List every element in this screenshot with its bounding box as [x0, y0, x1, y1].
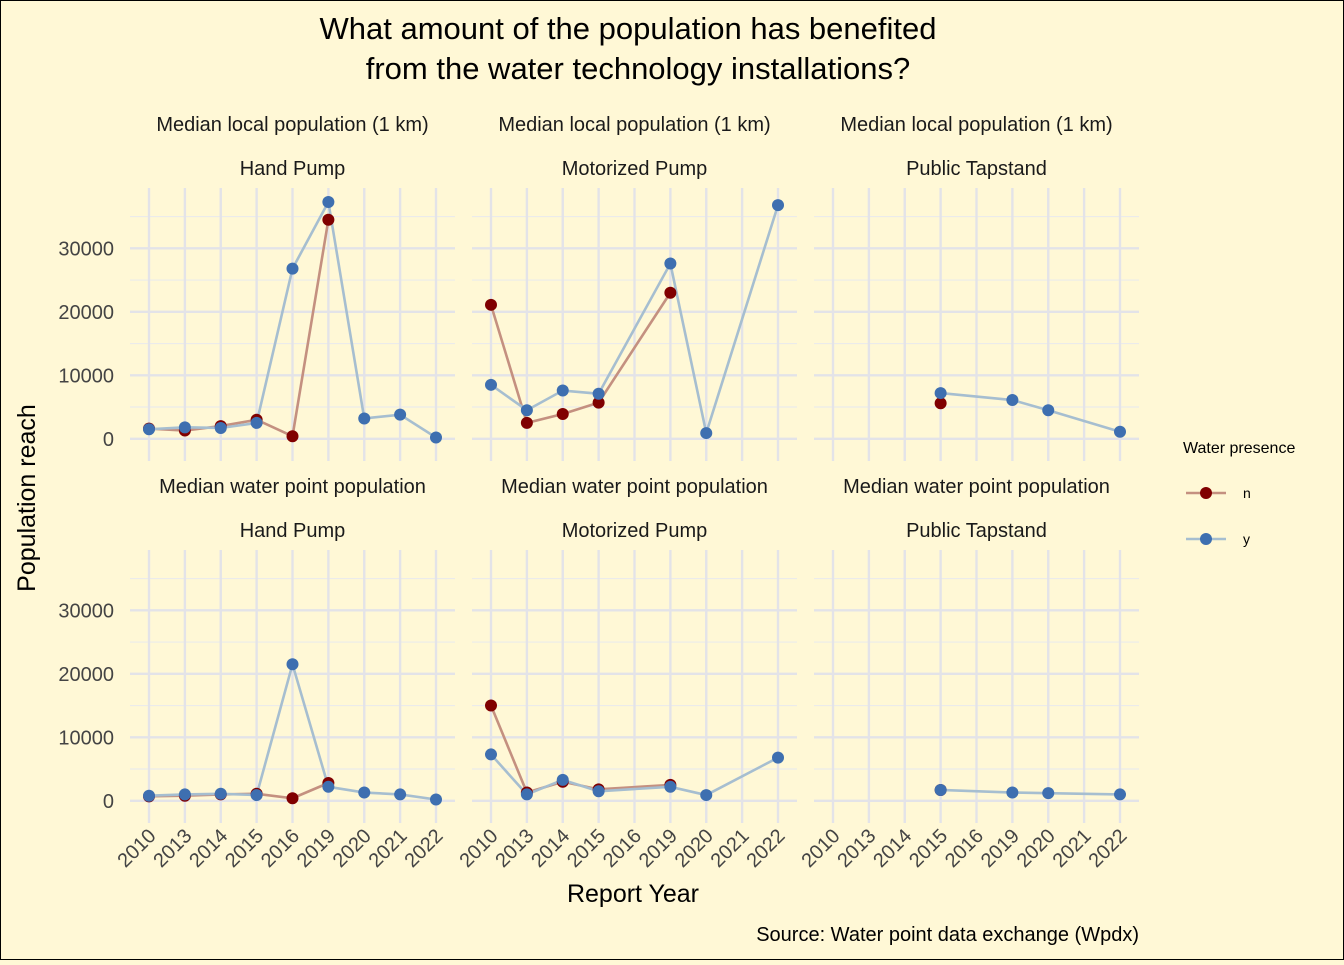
data-point-y — [250, 416, 263, 429]
data-point-y — [934, 783, 947, 796]
data-point-n — [556, 408, 569, 421]
facet-strip-row-label: Median water point population — [501, 476, 768, 498]
data-point-y — [1042, 404, 1055, 417]
legend-item-y: y — [1186, 531, 1250, 547]
data-point-y — [178, 421, 191, 434]
facet-strip-col-label: Motorized Pump — [562, 158, 708, 180]
facet-strip-row-label: Median water point population — [843, 476, 1110, 498]
series-line-y — [940, 391, 1121, 434]
y-tick-label: 10000 — [58, 727, 114, 749]
data-point-y — [430, 431, 442, 444]
facet-panels: Median local population (1 km) Hand Pump 0… — [58, 114, 1139, 872]
y-tick-label: 0 — [103, 791, 114, 813]
legend-key-point — [1200, 533, 1212, 545]
facet-strip-row-label: Median water point population — [159, 476, 426, 498]
chart-title-line-2: from the water technology installations? — [366, 51, 911, 86]
data-point-y — [1114, 425, 1126, 438]
data-point-y — [358, 786, 371, 799]
facet-strip-row-label: Median local population (1 km) — [156, 114, 428, 136]
data-point-y — [934, 387, 947, 400]
data-point-y — [664, 257, 677, 270]
data-point-n — [286, 792, 299, 805]
facet-panel-r0-c2: Median local population (1 km) Public Tap… — [814, 114, 1139, 461]
y-tick-label: 30000 — [58, 238, 114, 260]
facet-strip-col-label: Hand Pump — [240, 158, 346, 180]
data-point-y — [394, 788, 407, 801]
facet-strip-row-label: Median local population (1 km) — [840, 114, 1112, 136]
facet-strip-col-label: Motorized Pump — [562, 520, 708, 542]
data-point-y — [286, 262, 299, 275]
data-point-y — [250, 789, 263, 802]
data-point-y — [485, 748, 497, 761]
data-point-y — [556, 773, 569, 786]
data-point-y — [286, 658, 299, 671]
legend: Water presence ny — [1183, 440, 1295, 547]
data-point-y — [214, 787, 227, 800]
data-point-y — [1114, 788, 1126, 801]
legend-label: n — [1243, 485, 1251, 501]
data-point-y — [556, 384, 569, 397]
data-point-y — [520, 404, 533, 417]
data-point-y — [322, 195, 335, 208]
data-point-n — [485, 699, 497, 712]
data-point-y — [700, 789, 713, 802]
facet-strip-col-label: Public Tapstand — [906, 158, 1047, 180]
data-point-y — [1042, 787, 1055, 800]
data-point-y — [700, 427, 713, 440]
legend-label: y — [1243, 531, 1250, 547]
data-point-n — [664, 286, 677, 299]
chart-title-line-1: What amount of the population has benefi… — [320, 11, 937, 46]
data-point-y — [178, 788, 191, 801]
data-point-y — [1006, 786, 1019, 799]
data-point-y — [485, 378, 497, 391]
legend-title: Water presence — [1183, 440, 1295, 457]
data-point-n — [485, 298, 497, 311]
legend-items: ny — [1186, 485, 1251, 547]
legend-item-n: n — [1186, 485, 1251, 501]
data-point-y — [143, 789, 155, 802]
x-axis-label: Report Year — [567, 880, 699, 908]
data-point-y — [520, 788, 533, 801]
data-point-y — [664, 780, 677, 793]
facet-strip-col-label: Public Tapstand — [906, 520, 1047, 542]
y-tick-label: 20000 — [58, 302, 114, 324]
facet-strip-row-label: Median local population (1 km) — [498, 114, 770, 136]
data-point-y — [214, 421, 227, 434]
data-point-y — [394, 408, 407, 421]
data-point-n — [322, 213, 335, 226]
data-point-y — [772, 199, 784, 212]
data-point-y — [143, 423, 155, 436]
y-axis-label: Population reach — [13, 404, 41, 592]
data-point-y — [592, 387, 605, 400]
source-caption: Source: Water point data exchange (Wpdx) — [756, 924, 1139, 946]
y-tick-label: 30000 — [58, 600, 114, 622]
data-point-y — [1006, 394, 1019, 407]
series-line-y — [940, 788, 1121, 796]
y-tick-label: 10000 — [58, 365, 114, 387]
facet-panel-r0-c0: Median local population (1 km) Hand Pump 0… — [58, 114, 455, 461]
data-point-n — [286, 430, 299, 443]
facet-strip-col-label: Hand Pump — [240, 520, 346, 542]
data-point-n — [934, 397, 947, 410]
y-tick-label: 20000 — [58, 664, 114, 686]
legend-key-point — [1200, 487, 1212, 499]
data-point-y — [430, 793, 442, 806]
facet-panel-r0-c1: Median local population (1 km) Motorized … — [472, 114, 797, 461]
data-point-y — [592, 785, 605, 798]
data-point-n — [592, 396, 605, 409]
data-point-y — [322, 780, 335, 793]
data-point-y — [772, 751, 784, 764]
y-tick-label: 0 — [103, 429, 114, 451]
data-point-n — [520, 416, 533, 429]
data-point-y — [358, 412, 371, 425]
